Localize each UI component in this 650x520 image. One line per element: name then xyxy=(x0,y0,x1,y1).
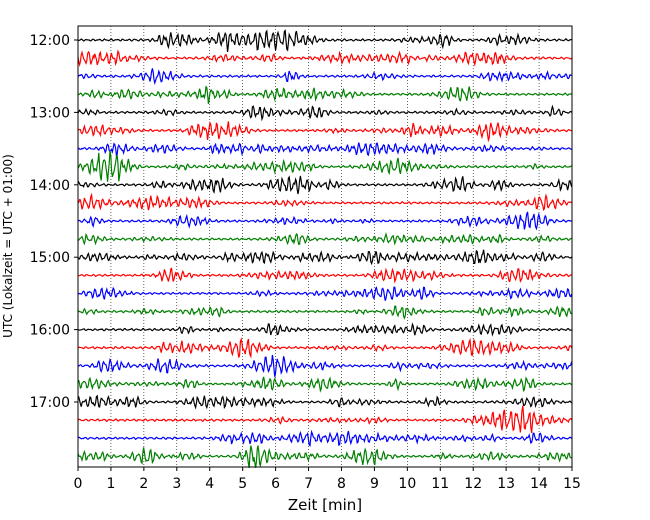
x-tick-label: 13 xyxy=(497,476,515,492)
seismic-trace xyxy=(77,394,573,410)
y-tick-label: 14:00 xyxy=(30,178,70,194)
seismic-trace xyxy=(77,249,573,266)
seismic-trace xyxy=(77,445,572,469)
seismic-trace xyxy=(77,405,573,434)
y-tick-label: 16:00 xyxy=(30,323,70,339)
seismic-trace xyxy=(77,68,572,86)
seismic-trace xyxy=(77,192,572,212)
seismic-trace xyxy=(77,322,572,337)
seismic-trace xyxy=(77,376,573,393)
x-tick-label: 11 xyxy=(431,476,449,492)
seismic-trace xyxy=(77,142,572,158)
x-tick-label: 6 xyxy=(271,476,280,492)
y-tick-label: 12:00 xyxy=(30,33,70,49)
y-tick-label: 17:00 xyxy=(30,395,70,411)
seismic-trace xyxy=(77,175,573,195)
seismic-trace xyxy=(77,211,572,231)
seismic-trace xyxy=(77,29,572,52)
seismic-trace xyxy=(77,49,573,68)
y-axis-ticks: 12:00 13:00 14:00 15:00 16:00 17:00 xyxy=(30,33,78,411)
trace-group xyxy=(77,29,573,469)
seismic-trace xyxy=(77,120,572,143)
x-axis-ticks: 0 1 2 3 4 5 6 7 8 9 10 11 12 13 14 15 xyxy=(74,467,581,492)
y-tick-label: 13:00 xyxy=(30,105,70,121)
x-tick-label: 7 xyxy=(304,476,313,492)
x-tick-label: 12 xyxy=(464,476,482,492)
seismic-trace xyxy=(77,337,573,359)
x-tick-label: 0 xyxy=(74,476,83,492)
seismic-trace xyxy=(77,104,572,122)
y-tick-label: 15:00 xyxy=(30,250,70,266)
x-tick-label: 9 xyxy=(370,476,379,492)
seismic-trace xyxy=(77,85,572,104)
x-tick-label: 4 xyxy=(205,476,214,492)
seismic-trace xyxy=(77,231,572,246)
x-axis-label: Zeit [min] xyxy=(288,496,362,514)
x-tick-label: 8 xyxy=(337,476,346,492)
seismic-trace xyxy=(77,305,572,320)
seismic-trace xyxy=(77,286,573,301)
x-tick-label: 3 xyxy=(172,476,181,492)
y-axis-label: UTC (Lokalzeit = UTC + 01:00) xyxy=(1,154,15,338)
plot-frame xyxy=(77,25,573,468)
seismic-trace xyxy=(77,150,572,182)
seismic-trace xyxy=(77,267,572,284)
x-tick-label: 2 xyxy=(139,476,148,492)
x-tick-label: 1 xyxy=(106,476,115,492)
seismic-trace xyxy=(77,354,573,377)
x-tick-label: 5 xyxy=(238,476,247,492)
x-tick-label: 14 xyxy=(530,476,548,492)
x-tick-label: 15 xyxy=(563,476,581,492)
x-tick-label: 10 xyxy=(398,476,416,492)
seismic-trace xyxy=(77,429,572,447)
